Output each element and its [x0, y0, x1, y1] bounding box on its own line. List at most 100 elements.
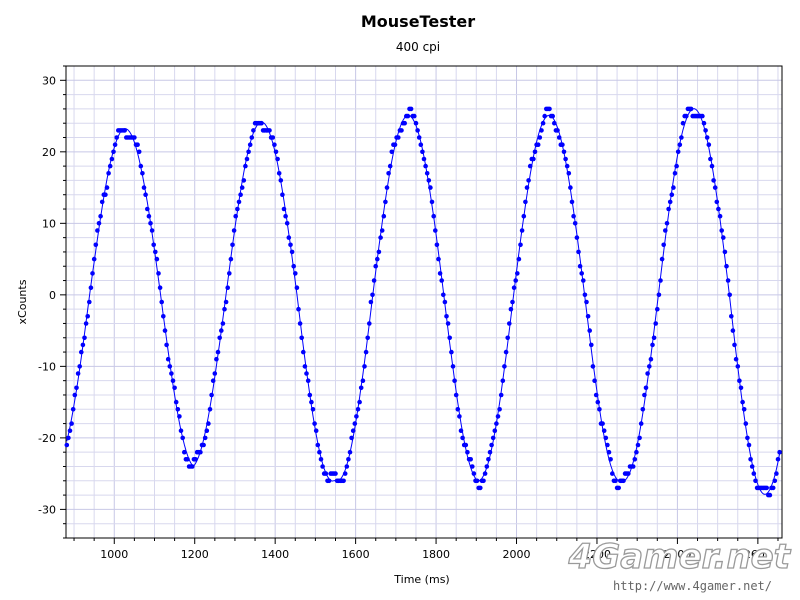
data-point [610, 471, 615, 476]
data-point [490, 435, 496, 441]
data-point [674, 163, 679, 169]
data-point [275, 156, 280, 162]
data-point [663, 228, 668, 233]
data-point [453, 392, 459, 398]
data-point [296, 306, 301, 312]
data-point [703, 128, 708, 133]
data-point [85, 314, 90, 319]
data-point [370, 292, 375, 298]
data-point [724, 263, 729, 269]
data-point [88, 285, 94, 291]
data-point [495, 414, 501, 419]
data-point [727, 292, 732, 298]
data-point [537, 135, 543, 140]
data-point [452, 378, 457, 384]
data-point [701, 120, 707, 126]
data-point [344, 464, 350, 469]
data-point [312, 421, 317, 426]
data-point [497, 407, 502, 412]
data-point [352, 421, 358, 426]
x-tick-label: 1400 [261, 548, 289, 561]
data-point [77, 364, 82, 369]
data-point [481, 478, 486, 484]
data-point [236, 199, 242, 205]
data-point [167, 364, 173, 369]
data-point [745, 435, 750, 441]
data-point [647, 364, 652, 369]
data-point [645, 371, 650, 376]
data-point [651, 335, 657, 341]
data-point [605, 442, 610, 448]
data-point [214, 356, 219, 362]
y-tick-label: 20 [42, 146, 56, 159]
data-point [74, 385, 79, 391]
data-point [349, 435, 354, 441]
data-point [502, 364, 507, 369]
data-point [569, 199, 575, 205]
data-point [307, 392, 313, 398]
data-point [70, 407, 76, 412]
data-point [114, 135, 119, 140]
data-point [244, 156, 250, 162]
data-point [304, 371, 309, 376]
data-point [95, 228, 100, 233]
data-point [381, 213, 387, 219]
data-point [107, 163, 113, 169]
data-point [207, 407, 213, 412]
data-point [315, 442, 321, 448]
data-point [661, 242, 666, 248]
data-point [524, 185, 530, 190]
data-point [227, 271, 232, 276]
data-point [415, 128, 420, 133]
data-point [212, 371, 218, 376]
data-point [206, 421, 211, 426]
data-point [714, 199, 720, 205]
data-point [223, 299, 229, 305]
data-point [653, 321, 658, 326]
y-axis-label: xCounts [16, 279, 29, 324]
data-point [418, 142, 424, 147]
series-layer [64, 106, 782, 498]
data-point [317, 449, 322, 455]
data-point [563, 156, 568, 162]
data-point [350, 428, 356, 434]
data-point [571, 213, 576, 219]
x-tick-label: 1200 [181, 548, 209, 561]
data-point [384, 185, 390, 190]
data-point [579, 271, 584, 276]
data-point [309, 399, 314, 405]
data-point [151, 242, 156, 248]
data-point [716, 206, 721, 212]
data-point [666, 206, 671, 212]
data-point [222, 306, 227, 312]
data-point [246, 149, 251, 155]
data-point [225, 285, 230, 291]
data-point [143, 192, 148, 197]
data-point [460, 435, 465, 441]
data-point [688, 106, 694, 112]
data-point [561, 149, 567, 155]
data-point [283, 213, 288, 219]
data-point [416, 135, 422, 140]
data-point [109, 156, 115, 162]
data-point [445, 321, 451, 326]
data-point [582, 292, 588, 298]
data-point [650, 342, 655, 348]
x-tick-label: 2400 [663, 548, 691, 561]
data-point [547, 106, 552, 112]
data-point [709, 163, 715, 169]
data-point [428, 185, 433, 190]
data-point [648, 356, 654, 362]
data-point [318, 457, 324, 462]
data-point [243, 163, 248, 169]
data-point [539, 128, 544, 133]
data-point [487, 449, 493, 455]
data-point [251, 128, 256, 133]
x-tick-label: 1000 [100, 548, 128, 561]
data-point [201, 442, 206, 448]
data-point [141, 185, 147, 190]
data-point [606, 449, 612, 455]
data-point [577, 263, 583, 269]
data-point [465, 449, 470, 455]
data-point [576, 249, 581, 255]
